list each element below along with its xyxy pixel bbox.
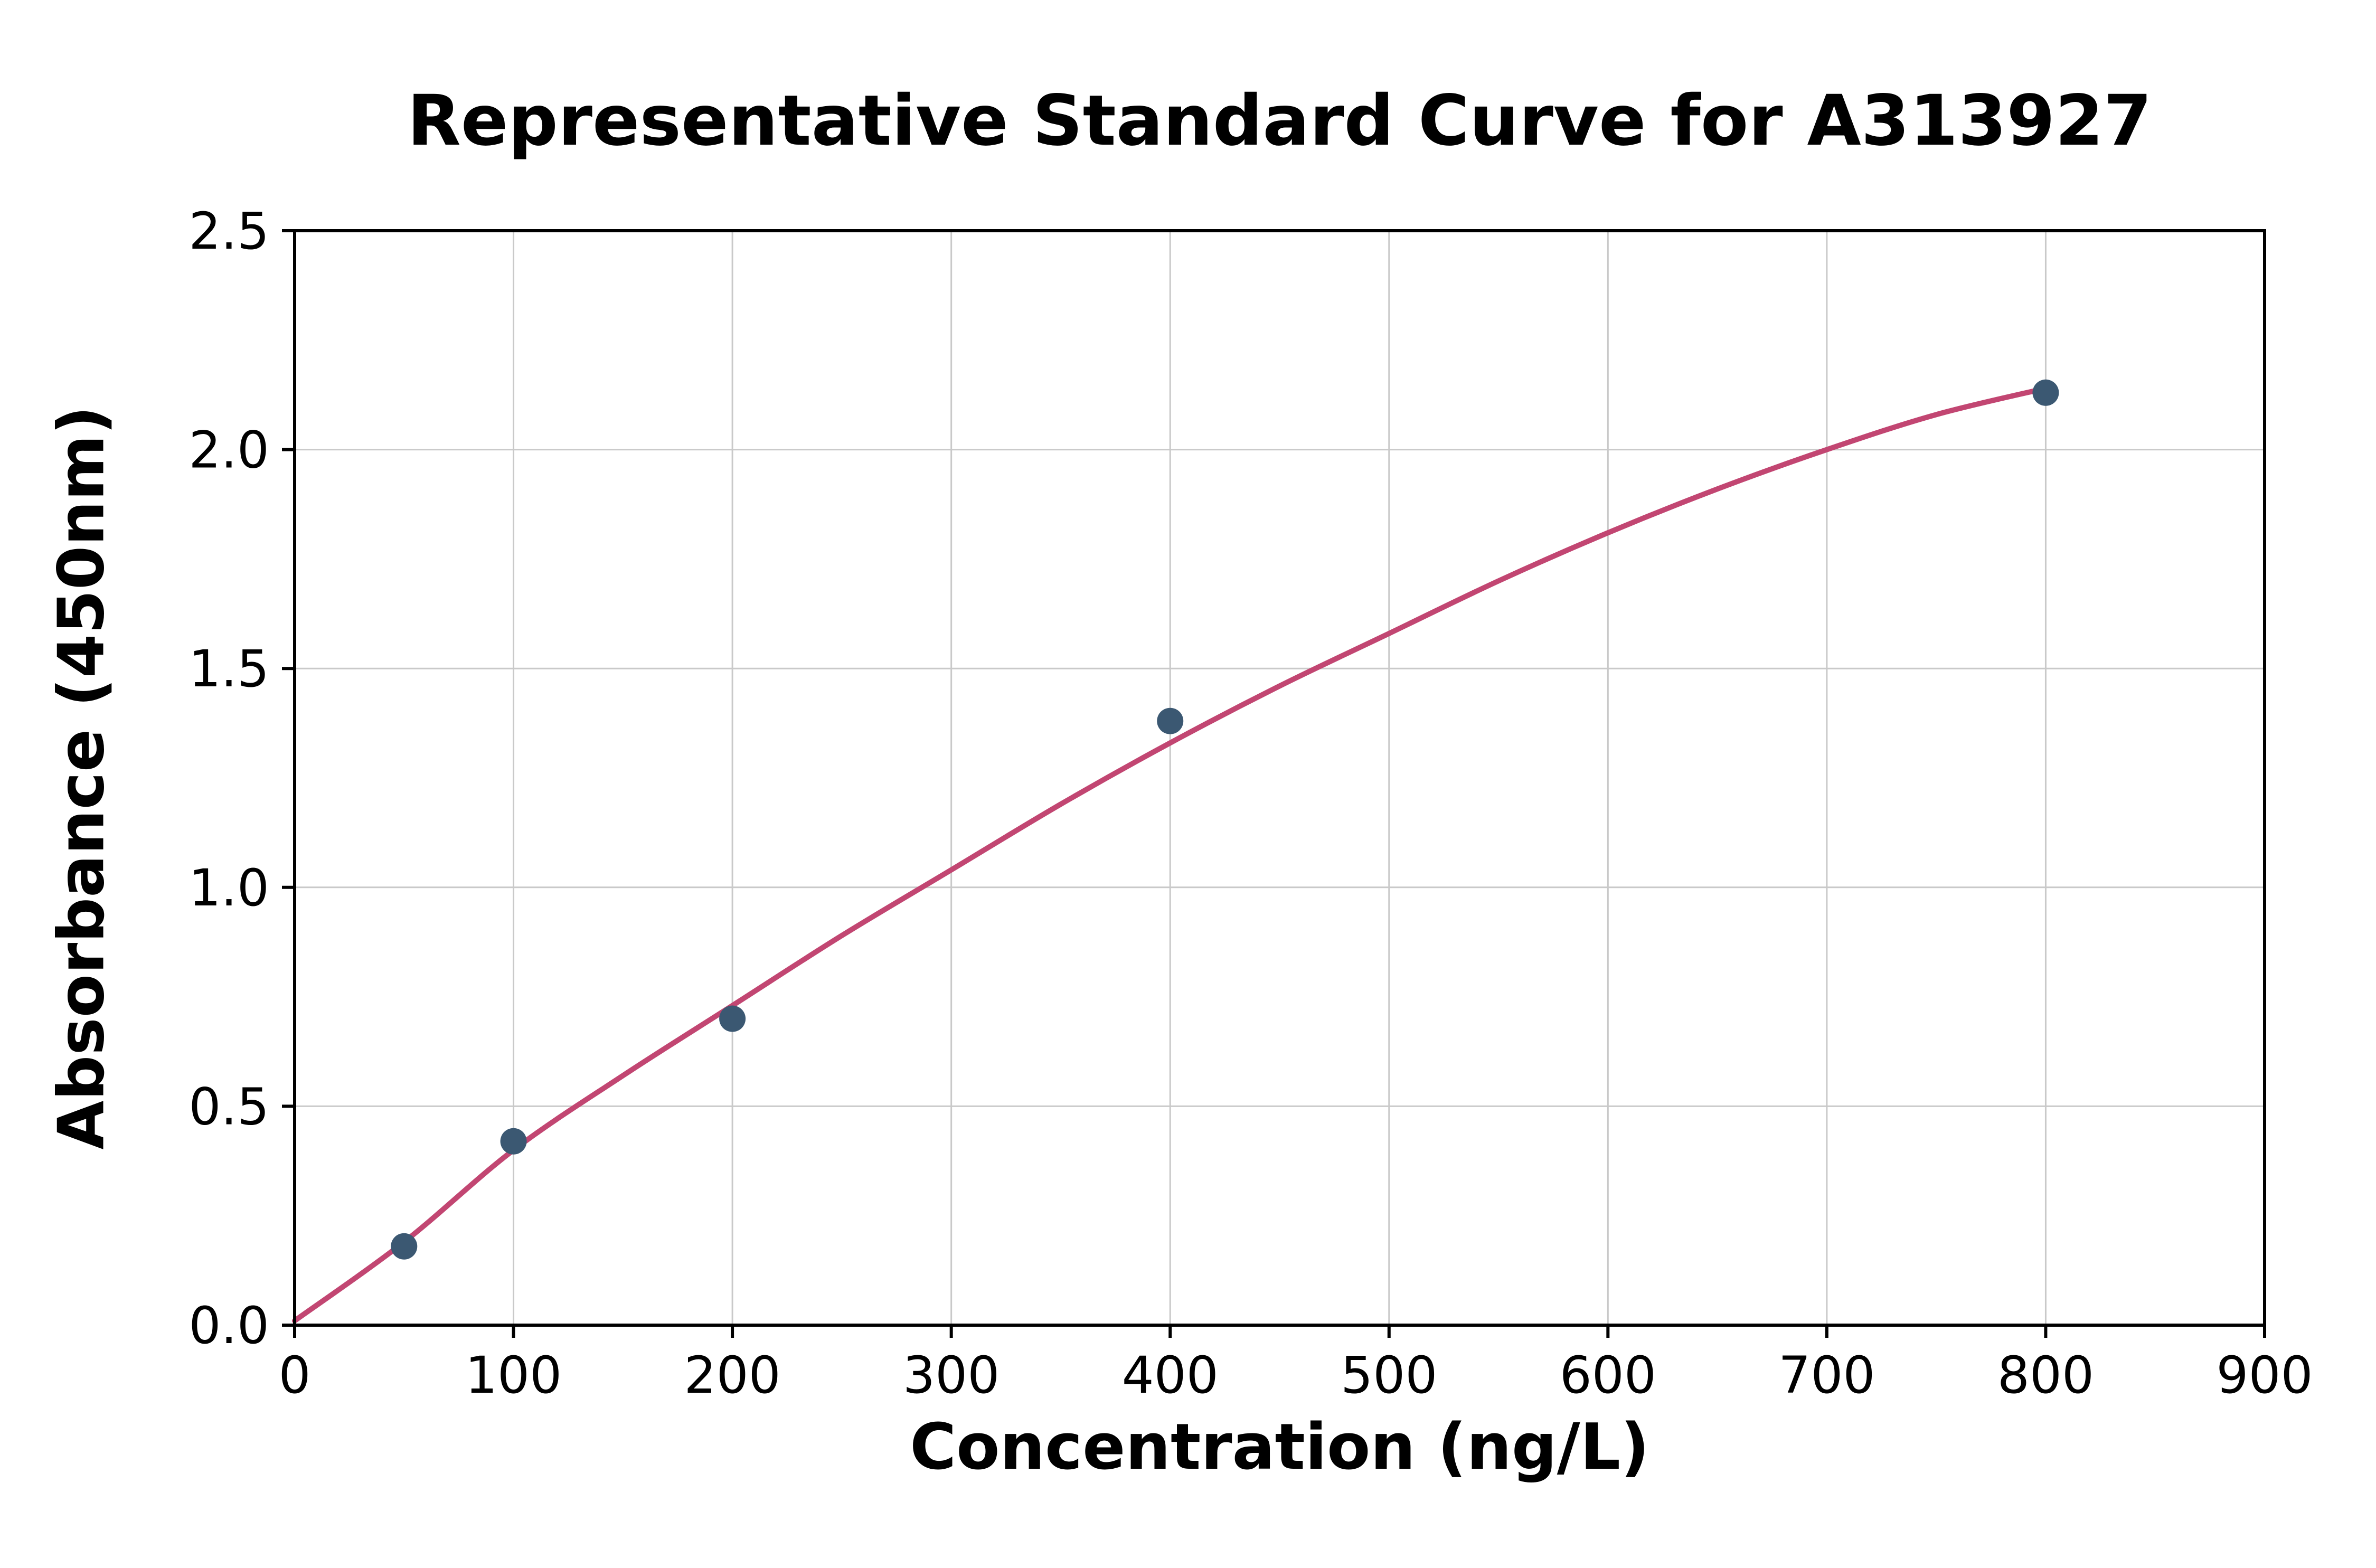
x-tick-label: 600	[1560, 1346, 1656, 1405]
x-tick-label: 900	[2216, 1346, 2313, 1405]
y-axis-label: Absorbance (450nm)	[45, 405, 119, 1150]
data-point	[1157, 707, 1184, 734]
x-tick-label: 200	[684, 1346, 780, 1405]
x-tick-label: 100	[465, 1346, 562, 1405]
x-tick-label: 700	[1778, 1346, 1875, 1405]
y-tick-label: 2.0	[188, 421, 269, 480]
y-tick-label: 2.5	[188, 202, 269, 261]
data-point	[719, 1005, 746, 1032]
x-tick-label: 500	[1341, 1346, 1437, 1405]
y-tick-label: 0.5	[188, 1077, 269, 1136]
x-tick-label: 400	[1122, 1346, 1219, 1405]
y-tick-label: 1.0	[188, 858, 269, 918]
data-point	[391, 1233, 418, 1260]
chart-title: Representative Standard Curve for A31392…	[407, 80, 2152, 162]
tick-labels: 0 100 200 300 400 500 600 700 800 900 0.0 0.5 1.0 1.5…	[188, 202, 2313, 1405]
data-point	[500, 1128, 527, 1155]
x-tick-label: 0	[278, 1346, 310, 1405]
y-tick-label: 0.0	[188, 1296, 269, 1355]
y-tick-label: 1.5	[188, 639, 269, 698]
fit-curve	[292, 385, 2049, 1324]
standard-points	[391, 379, 2059, 1260]
data-point	[2032, 379, 2059, 406]
x-tick-label: 300	[903, 1346, 1000, 1405]
x-tick-label: 800	[1997, 1346, 2094, 1405]
axes-box	[293, 229, 2266, 1327]
grid-lines	[294, 230, 2266, 1326]
tick-marks	[282, 229, 2266, 1338]
x-axis-label: Concentration (ng/L)	[910, 1411, 1649, 1484]
